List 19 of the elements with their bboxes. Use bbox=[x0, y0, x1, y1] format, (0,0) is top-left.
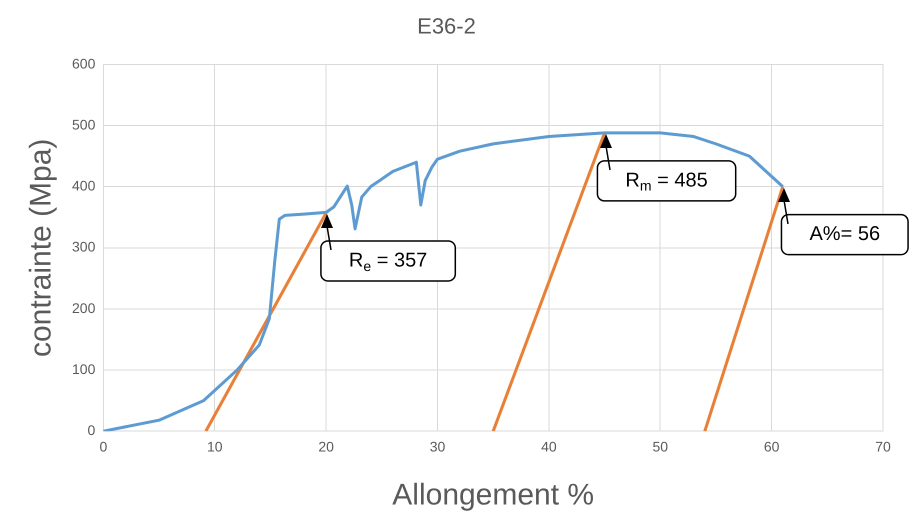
x-tick-label: 60 bbox=[764, 438, 780, 454]
x-tick-label: 20 bbox=[318, 438, 334, 454]
x-tick-label: 40 bbox=[541, 438, 557, 454]
chart-title: E36-2 bbox=[417, 13, 476, 38]
x-tick-label: 50 bbox=[652, 438, 668, 454]
y-tick-label: 300 bbox=[72, 238, 96, 255]
y-tick-label: 100 bbox=[72, 360, 96, 377]
y-tick-label: 200 bbox=[72, 300, 96, 316]
y-tick-label: 0 bbox=[88, 422, 96, 438]
y-axis-title: contrainte (Mpa) bbox=[24, 138, 58, 358]
x-tick-label: 70 bbox=[875, 438, 891, 454]
x-axis-title: Allongement % bbox=[392, 478, 594, 512]
y-tick-label: 400 bbox=[72, 178, 96, 194]
x-tick-label: 30 bbox=[430, 438, 446, 454]
annotation: A%= 56 bbox=[809, 223, 880, 246]
y-tick-label: 600 bbox=[72, 55, 96, 72]
x-tick-label: 10 bbox=[206, 438, 223, 454]
y-tick-label: 500 bbox=[72, 116, 96, 132]
x-tick-label: 0 bbox=[99, 438, 108, 454]
